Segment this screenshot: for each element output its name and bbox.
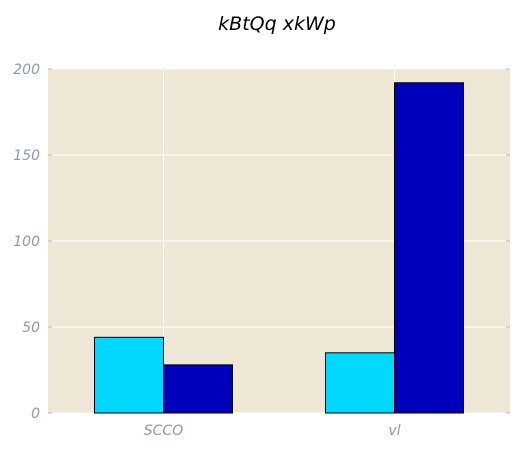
y-tick-label: 100: [13, 234, 40, 250]
bar: [95, 337, 164, 413]
y-tick-label: 0: [31, 406, 40, 422]
y-tick-label: 150: [13, 148, 40, 164]
x-tick-label: SCCO: [144, 423, 183, 439]
x-axis-ticks: SCCO vl: [144, 423, 401, 439]
bar: [326, 353, 395, 413]
bar: [395, 83, 464, 413]
chart-title: kBtQq xkWp: [218, 13, 336, 35]
y-tick-label: 50: [22, 320, 40, 336]
x-tick-label: vl: [388, 423, 400, 439]
y-tick-label: 200: [13, 62, 40, 78]
bar: [164, 365, 233, 413]
